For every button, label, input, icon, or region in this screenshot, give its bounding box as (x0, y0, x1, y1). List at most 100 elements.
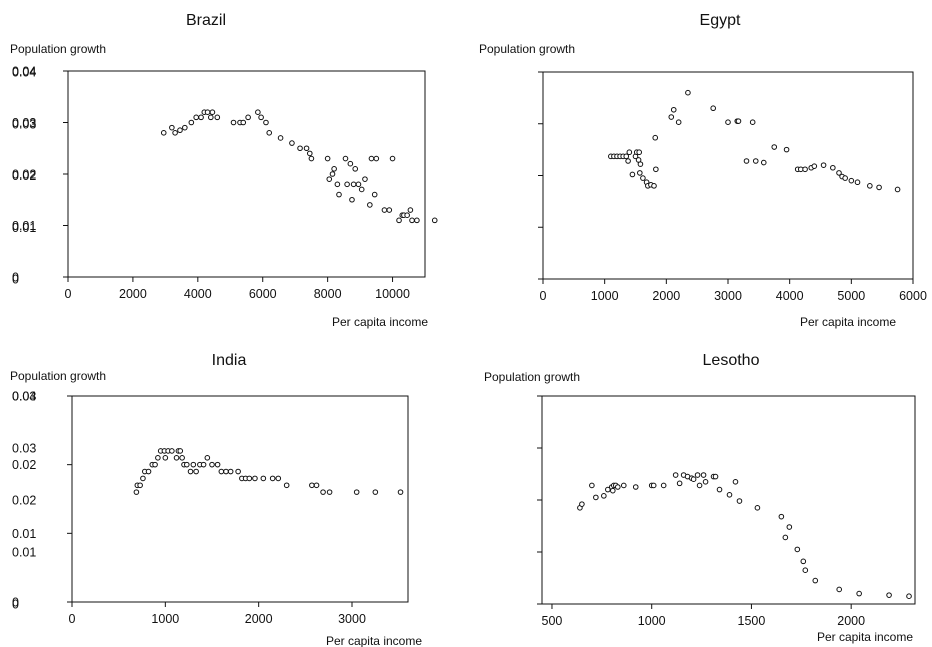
data-point (690, 476, 697, 483)
data-point (303, 145, 310, 152)
data-point (344, 181, 350, 188)
data-point (623, 153, 630, 160)
data-point (137, 482, 143, 489)
data-point (200, 461, 207, 468)
data-point (172, 130, 178, 136)
x-tick-label: 500 (542, 614, 563, 628)
data-point (614, 484, 621, 490)
data-point (650, 482, 657, 489)
data-point (368, 155, 375, 162)
data-point (169, 448, 175, 454)
data-point (263, 119, 269, 126)
y-tick-label: 0.01 (12, 527, 36, 541)
data-point (894, 186, 901, 193)
y-tick-label: 0.02 (12, 168, 36, 182)
data-point (404, 212, 410, 218)
data-point (811, 163, 818, 169)
chart-title: India (212, 352, 247, 369)
plot-frame (542, 71, 914, 280)
data-point (198, 114, 204, 121)
data-point (836, 170, 842, 176)
data-point (283, 482, 290, 489)
data-point (334, 181, 341, 188)
data-point (140, 475, 146, 482)
data-point (640, 175, 646, 181)
x-tick-label: 1000 (638, 614, 666, 628)
data-point (651, 183, 657, 189)
data-point (188, 119, 195, 126)
data-point (349, 196, 355, 203)
x-tick-label: 2000 (245, 612, 273, 626)
data-point (743, 158, 750, 164)
data-point (209, 461, 215, 468)
data-point (605, 486, 611, 493)
x-tick-label: 4000 (776, 289, 804, 303)
x-tick-label: 0 (540, 289, 547, 303)
data-point (160, 130, 167, 136)
data-point (812, 577, 819, 584)
data-point (886, 592, 892, 598)
data-point (336, 191, 342, 198)
data-point (275, 475, 282, 482)
data-point (308, 155, 315, 162)
y-axis-label: Population growth (479, 42, 575, 56)
data-point (297, 145, 303, 152)
data-point (386, 207, 393, 213)
data-point (710, 105, 717, 112)
data-point (836, 586, 843, 593)
data-point (660, 482, 667, 489)
data-point (696, 482, 703, 489)
y-tick-label: 0 (12, 273, 19, 287)
data-point (396, 217, 402, 224)
plot-frame (67, 70, 426, 278)
y-tick-label: 0 (12, 596, 19, 610)
data-point (782, 534, 789, 541)
data-point (277, 135, 284, 141)
data-point (694, 472, 701, 478)
x-tick-label: 2000 (119, 287, 147, 301)
data-point (246, 475, 253, 482)
data-point (771, 144, 778, 150)
data-point (289, 140, 295, 146)
data-point (794, 546, 801, 553)
y-tick-label: 0.04 (12, 390, 36, 404)
data-point (152, 461, 158, 468)
y-tick-label: 0.02 (12, 494, 36, 508)
data-point (672, 472, 679, 478)
data-point (389, 155, 396, 162)
data-point (193, 468, 199, 475)
data-point (326, 176, 333, 182)
data-point (187, 468, 194, 475)
data-point (169, 124, 175, 131)
x-tick-label: 4000 (184, 287, 212, 301)
y-tick-label: 0 (12, 271, 19, 285)
data-point (208, 114, 214, 121)
data-point (802, 567, 809, 574)
x-tick-label: 3000 (338, 612, 366, 626)
data-point (854, 179, 861, 186)
data-point (626, 149, 633, 156)
data-point (190, 461, 197, 468)
data-point (702, 479, 709, 485)
data-point (802, 166, 808, 173)
data-point (209, 109, 216, 115)
data-point (155, 455, 161, 461)
data-point (601, 493, 607, 499)
data-point (177, 127, 183, 134)
data-point (414, 217, 420, 224)
data-point (736, 498, 743, 504)
x-tick-label: 10000 (375, 287, 410, 301)
data-point (266, 130, 273, 136)
chart-panel-egypt: Egypt Population growth Per capita income 0… (12, 12, 927, 329)
x-tick-label: 1000 (151, 612, 179, 626)
data-point (352, 166, 359, 172)
data-point (760, 159, 767, 166)
data-point (431, 217, 438, 224)
data-point (309, 482, 315, 489)
x-tick-label: 2000 (652, 289, 680, 303)
x-tick-label: 6000 (249, 287, 277, 301)
data-point (223, 468, 229, 475)
data-point (182, 124, 188, 131)
data-point (685, 89, 691, 96)
y-tick-label: 0.03 (12, 116, 36, 130)
